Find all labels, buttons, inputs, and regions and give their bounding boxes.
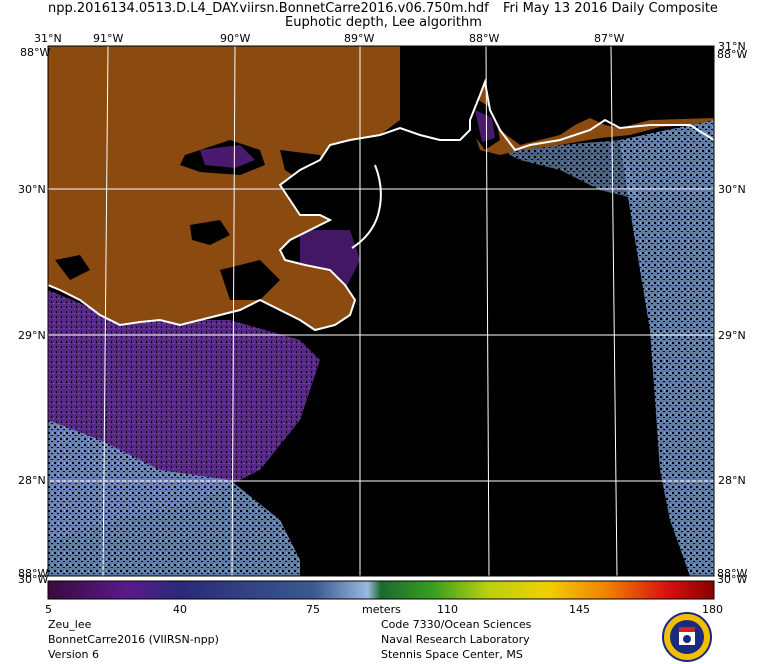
header-filename: npp.2016134.0513.D.L4_DAY.viirsn.BonnetC… — [48, 1, 489, 16]
footer-org-location: Stennis Space Center, MS — [381, 648, 523, 661]
mobile-bay-purple — [475, 110, 495, 142]
top-label-90w: 90°W — [220, 32, 251, 45]
footer-version: Version 6 — [48, 648, 99, 661]
meridian-90w — [231, 46, 236, 576]
barataria-lake — [190, 220, 230, 245]
lat-left-29n: 29°N — [18, 329, 46, 342]
corner-label-top-left: 88°W — [20, 46, 51, 59]
corner-label-bottom-left: 88°W — [18, 567, 49, 580]
shelf-blue-area — [500, 140, 640, 200]
coastline — [48, 78, 714, 332]
lat-left-28n: 28°N — [18, 474, 46, 487]
colorbar — [47, 580, 715, 600]
chandeleur-islands — [351, 164, 382, 249]
land-mass — [48, 46, 714, 330]
lat-right-29n: 29°N — [718, 329, 746, 342]
coastal-blue-area — [48, 420, 300, 576]
header-date: Fri May 13 2016 Daily Composite — [503, 1, 718, 16]
map-image — [48, 46, 714, 576]
colorbar-tick-110: 110 — [437, 603, 458, 616]
corner-label-bottom-right: 88°W — [717, 567, 748, 580]
meridian-91w — [102, 46, 109, 576]
footer-variable: Zeu_lee — [48, 618, 92, 631]
bottom-right-overlay-label: 30°W — [717, 573, 748, 586]
colorbar-tick-145: 145 — [569, 603, 590, 616]
colorbar-units: meters — [362, 603, 401, 616]
lat-left-30n: 30°N — [18, 183, 46, 196]
lake-borgne — [280, 150, 330, 180]
map-frame — [47, 45, 715, 577]
bottom-left-overlay-label: 30°W — [18, 573, 49, 586]
lat-right-30n: 30°N — [718, 183, 746, 196]
footer-org-code: Code 7330/Ocean Sciences — [381, 618, 532, 631]
top-label-corner-left: 31°N — [34, 32, 62, 45]
colorbar-tick-75: 75 — [306, 603, 320, 616]
nrl-seal-logo — [662, 612, 712, 662]
meridian-87w — [610, 46, 618, 576]
corner-label-top-right: 88°W — [717, 48, 748, 61]
colorbar-tick-180: 180 — [702, 603, 723, 616]
footer-dataset: BonnetCarre2016 (VIIRSN-npp) — [48, 633, 219, 646]
colorbar-tick-40: 40 — [173, 603, 187, 616]
top-label-88w: 88°W — [469, 32, 500, 45]
west-marsh — [55, 255, 90, 280]
meridian-88w — [485, 46, 490, 576]
top-label-91w: 91°W — [93, 32, 124, 45]
top-label-89w: 89°W — [344, 32, 375, 45]
top-label-87w: 87°W — [594, 32, 625, 45]
eastern-blue-area — [620, 120, 714, 576]
terrebonne-marsh — [220, 260, 280, 300]
colorbar-tick-5: 5 — [45, 603, 52, 616]
header-product: Euphotic depth, Lee algorithm — [285, 15, 482, 30]
top-label-corner-right: 31°N — [718, 40, 746, 53]
graticule — [48, 46, 714, 576]
footer-org-name: Naval Research Laboratory — [381, 633, 530, 646]
lake-pontchartrain-purple — [200, 145, 255, 168]
lat-right-28n: 28°N — [718, 474, 746, 487]
